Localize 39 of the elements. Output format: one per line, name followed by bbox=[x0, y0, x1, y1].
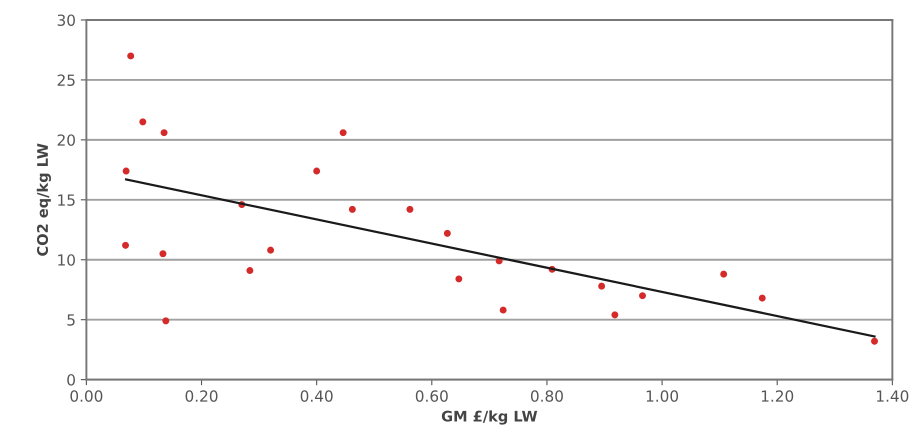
y-tick-label: 30 bbox=[58, 14, 75, 26]
point bbox=[313, 168, 320, 174]
point bbox=[348, 206, 356, 213]
x-tick-label: 0.80 bbox=[530, 390, 563, 402]
y-tick-label: 20 bbox=[58, 134, 75, 146]
point bbox=[406, 206, 414, 213]
x-tick-label: 0.00 bbox=[70, 390, 102, 402]
point bbox=[500, 306, 507, 314]
x-tick-label: 1.00 bbox=[646, 390, 678, 402]
point bbox=[267, 246, 274, 254]
point bbox=[871, 338, 878, 345]
point bbox=[639, 292, 646, 300]
point bbox=[160, 129, 168, 136]
point bbox=[758, 294, 766, 302]
point bbox=[127, 52, 134, 60]
y-axis-title: CO2 eq/kg LW bbox=[36, 144, 51, 256]
point bbox=[139, 118, 146, 126]
y-tick-label: 25 bbox=[58, 74, 75, 86]
y-tick-label: 0 bbox=[67, 374, 75, 386]
y-tick-label: 15 bbox=[58, 194, 75, 206]
point bbox=[246, 267, 254, 274]
y-tick-label: 10 bbox=[58, 254, 75, 266]
x-tick-label: 1.20 bbox=[762, 390, 794, 402]
x-tick-label: 0.40 bbox=[300, 390, 333, 402]
point bbox=[455, 275, 462, 282]
y-tick-label: 5 bbox=[67, 314, 75, 326]
point bbox=[159, 250, 166, 258]
point bbox=[122, 168, 130, 174]
x-axis-title: GM £/kg LW bbox=[442, 410, 538, 425]
point bbox=[444, 230, 451, 237]
x-tick-label: 0.20 bbox=[186, 390, 218, 402]
point bbox=[598, 282, 606, 290]
point bbox=[720, 270, 728, 278]
x-tick-label: 0.60 bbox=[416, 390, 448, 402]
point bbox=[340, 129, 347, 136]
point bbox=[162, 317, 170, 324]
x-tick-label: 1.40 bbox=[877, 390, 908, 402]
point bbox=[611, 311, 618, 318]
point bbox=[122, 242, 130, 249]
